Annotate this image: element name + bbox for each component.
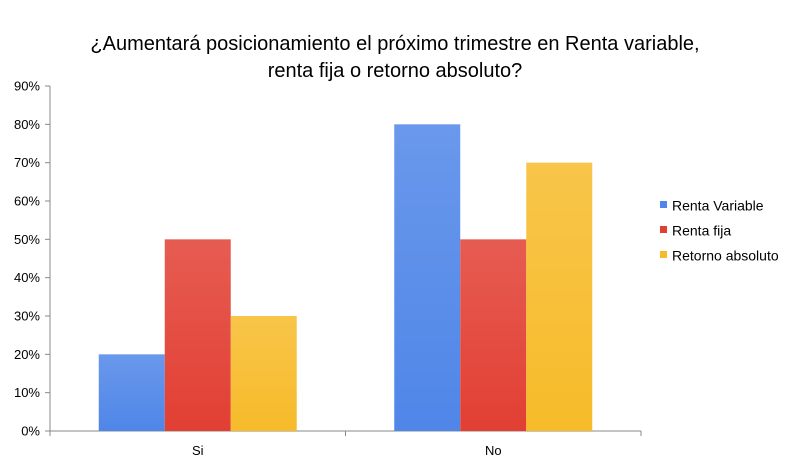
bar-renta-variable-si — [98, 354, 165, 431]
y-tick-label: 40% — [14, 270, 40, 285]
legend-label: Retorno absoluto — [672, 248, 779, 264]
bar-renta-variable-no — [394, 124, 461, 431]
legend-label: Renta Variable — [672, 198, 764, 214]
bar-retorno-absoluto-no — [526, 162, 593, 431]
legend-swatch — [660, 251, 667, 258]
legend-swatch — [660, 226, 667, 233]
legend-label: Renta fija — [672, 223, 731, 239]
y-tick-label: 90% — [14, 79, 40, 94]
y-tick-label: 0% — [21, 424, 40, 439]
y-tick-label: 70% — [14, 155, 40, 170]
y-tick-label: 10% — [14, 385, 40, 400]
y-tick-label: 60% — [14, 194, 40, 209]
y-tick-label: 30% — [14, 309, 40, 324]
bar-renta-fija-no — [460, 239, 527, 431]
bar-renta-fija-si — [164, 239, 231, 431]
x-tick-label: Si — [192, 443, 204, 458]
y-tick-label: 50% — [14, 232, 40, 247]
bar-retorno-absoluto-si — [230, 316, 297, 431]
chart-title-line-2: renta fija o retorno absoluto? — [267, 60, 523, 82]
x-tick-label: No — [485, 443, 502, 458]
legend-swatch — [660, 201, 667, 208]
y-tick-label: 80% — [14, 117, 40, 132]
y-tick-label: 20% — [14, 347, 40, 362]
chart-title-line-1: ¿Aumentará posicionamiento el próximo tr… — [90, 33, 700, 55]
